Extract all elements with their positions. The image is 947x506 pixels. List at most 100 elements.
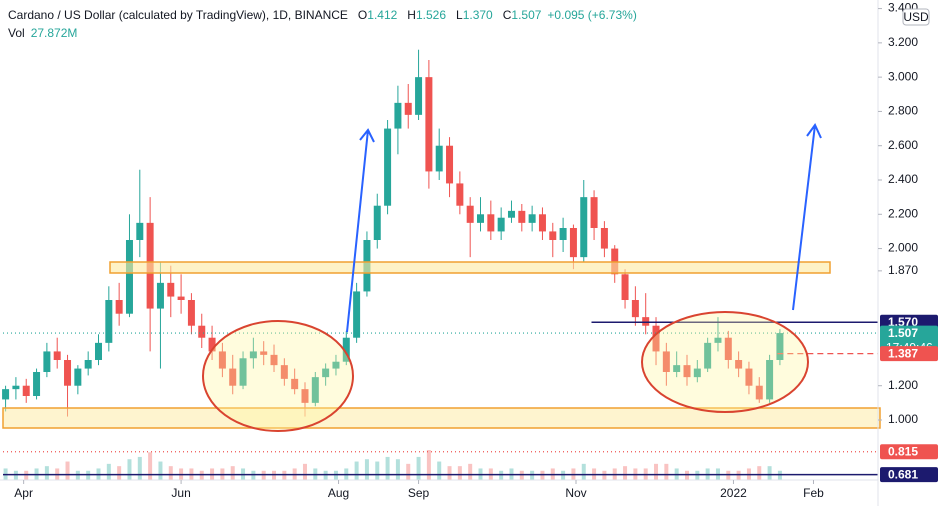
candle-body	[95, 342, 103, 360]
arrow	[346, 128, 375, 333]
price-label-box	[880, 444, 938, 460]
candle-body	[353, 291, 361, 338]
annotations	[2, 123, 881, 432]
x-tick-label: Sep	[408, 486, 430, 500]
volume-bar	[354, 461, 359, 480]
price-label: 1.507	[888, 326, 918, 340]
candle-body	[229, 368, 237, 386]
candle-body	[559, 228, 567, 240]
volume-bar	[44, 466, 49, 480]
volume-bar	[757, 466, 762, 480]
candle-body	[766, 360, 774, 400]
arrow	[792, 123, 822, 311]
candle-body	[600, 228, 608, 249]
candle-body	[693, 368, 701, 378]
currency-box	[902, 8, 930, 26]
candle-body	[755, 385, 763, 400]
candle-body	[569, 228, 577, 258]
candle-body	[260, 351, 268, 355]
candle-body	[673, 365, 681, 372]
volume-key: Vol	[8, 26, 25, 40]
candle-body	[704, 342, 712, 369]
y-tick-label: 2.600	[888, 138, 918, 152]
candle-body	[456, 183, 464, 206]
candle-body	[662, 351, 670, 372]
ohlc-value: 1.526	[416, 8, 446, 22]
candle-body	[280, 365, 288, 379]
y-tick-label: 2.200	[888, 206, 918, 220]
candle-body	[64, 360, 72, 386]
candle-body	[497, 217, 505, 232]
volume-bar	[385, 456, 390, 480]
ohlc-value: 1.507	[511, 8, 541, 22]
candle-body	[125, 240, 133, 314]
y-tick-label: 1.000	[888, 412, 918, 426]
volume-bar	[168, 466, 173, 480]
candle-body	[590, 197, 598, 228]
volume-bar	[767, 466, 772, 480]
price-label: 0.681	[888, 467, 918, 481]
volume-bar	[468, 463, 473, 480]
volume-bar	[127, 459, 132, 480]
candle-body	[167, 282, 175, 297]
candle-body	[322, 368, 330, 378]
candle-body	[631, 300, 639, 318]
candle-body	[22, 385, 30, 396]
ohlc-key: O	[358, 8, 367, 22]
y-tick-label: 1.200	[888, 378, 918, 392]
candle-body	[270, 354, 278, 366]
volume-line: Vol 27.872M	[8, 26, 77, 40]
y-tick-label: 2.000	[888, 241, 918, 255]
candle-body	[735, 360, 743, 369]
ohlc-key: C	[503, 8, 512, 22]
candle-body	[745, 368, 753, 386]
candle-body	[714, 337, 722, 343]
volume-bar	[106, 463, 111, 480]
candle-body	[239, 358, 247, 386]
candle-body	[291, 378, 299, 390]
candle-body	[311, 377, 319, 403]
candle-body	[477, 214, 485, 223]
title: Cardano / US Dollar (calculated by Tradi…	[8, 8, 348, 22]
x-tick-label: Nov	[565, 486, 586, 500]
candle-body	[466, 205, 474, 223]
candle-body	[435, 145, 443, 172]
candle-body	[208, 337, 216, 352]
candle-body	[652, 325, 660, 352]
candle-body	[528, 214, 536, 223]
header: Cardano / US Dollar (calculated by Tradi…	[8, 8, 930, 40]
volume-bar	[437, 461, 442, 480]
volume-bar	[395, 459, 400, 480]
ohlc-value: 1.370	[463, 8, 493, 22]
x-tick-label: Feb	[803, 486, 824, 500]
candle-body	[342, 337, 350, 362]
x-tick-label: 2022	[720, 486, 747, 500]
candle-body	[218, 351, 226, 369]
candle-body	[404, 102, 412, 115]
candle-body	[487, 214, 495, 232]
volume-bar	[426, 450, 431, 480]
candle-body	[394, 102, 402, 129]
candle-body	[136, 222, 144, 240]
volume-bar	[230, 466, 235, 480]
x-tick-label: Jun	[171, 486, 190, 500]
x-tick-label: Aug	[328, 486, 349, 500]
candle-body	[683, 365, 691, 378]
candle-body	[187, 300, 195, 326]
volume-bar	[447, 466, 452, 480]
volume-bar	[623, 466, 628, 480]
ohlc-value: 1.412	[367, 8, 397, 22]
resistance-zone	[109, 261, 831, 274]
volume-bar	[457, 466, 462, 480]
volume-bar	[664, 463, 669, 480]
candle-body	[249, 351, 257, 359]
candle-body	[549, 231, 557, 240]
volume-bar	[654, 463, 659, 480]
header-line: Cardano / US Dollar (calculated by Tradi…	[8, 8, 637, 22]
candle-body	[425, 77, 433, 172]
candle-body	[198, 325, 206, 338]
candle-body	[580, 197, 588, 258]
y-tick-label: 2.800	[888, 104, 918, 118]
ohlc-key: L	[456, 8, 463, 22]
